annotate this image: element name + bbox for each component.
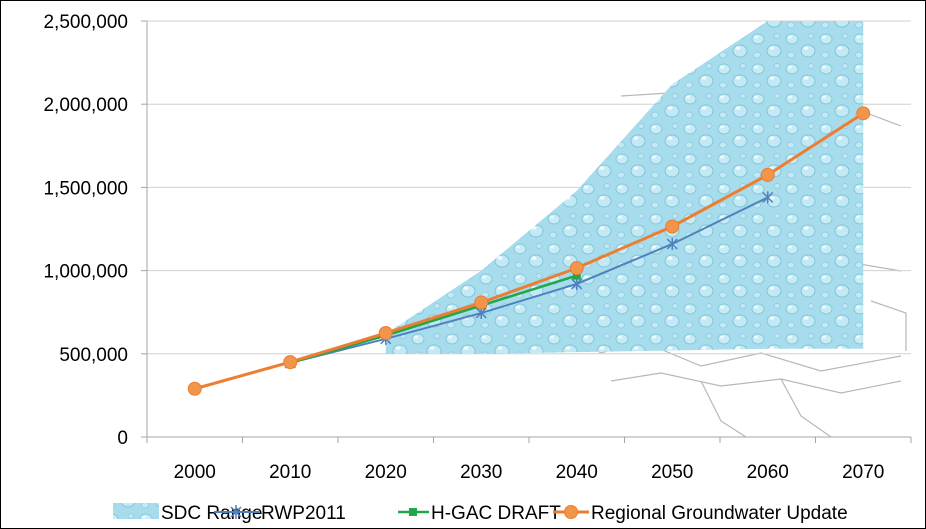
legend-label-h-gac-draft: H-GAC DRAFT [431, 503, 561, 524]
x-tick-label-4: 2040 [556, 462, 598, 483]
data-point-regional-groundwater-update-2010 [283, 355, 298, 370]
data-point-rwp2011-2060 [762, 191, 774, 204]
y-tick-label-1: 500,000 [59, 345, 128, 366]
data-point-regional-groundwater-update-2050 [665, 219, 680, 234]
x-tick-labels: 2000 2010 2020 2030 2040 2050 2060 2070 [174, 462, 885, 483]
sdc-range-area [385, 21, 864, 354]
x-tick-label-3: 2030 [460, 462, 502, 483]
x-tick-label-7: 2070 [842, 462, 884, 483]
map-outline-4 [700, 380, 747, 438]
legend-marker-h-gac-draft [409, 508, 417, 516]
data-point-regional-groundwater-update-2040 [569, 261, 584, 276]
y-tick-label-2: 1,000,000 [43, 262, 128, 283]
data-point-regional-groundwater-update-2030 [474, 295, 489, 310]
x-tick-label-5: 2050 [651, 462, 693, 483]
legend-marker-rwp2011 [230, 505, 242, 519]
map-outline-5 [780, 378, 832, 438]
y-tick-labels: 0 500,000 1,000,000 1,500,000 2,000,000 2,500… [43, 12, 128, 449]
y-tick-label-4: 2,000,000 [43, 95, 128, 116]
sdc-range-band [385, 21, 864, 354]
axes [141, 20, 912, 443]
data-point-regional-groundwater-update-2020 [378, 326, 393, 340]
legend-marker-regional-groundwater-update [564, 505, 578, 519]
y-tick-label-3: 1,500,000 [43, 178, 128, 199]
y-tick-label-5: 2,500,000 [43, 12, 128, 33]
data-point-h-gac-draft-2040 [572, 271, 581, 280]
series-lines [187, 106, 871, 396]
data-point-regional-groundwater-update-2000 [187, 381, 202, 396]
map-outline-3 [560, 330, 902, 372]
series-line-rwp2011 [290, 196, 769, 364]
legend-label-regional-groundwater-update: Regional Groundwater Update [591, 503, 848, 524]
legend-swatch-sdc-range [113, 503, 159, 519]
data-point-rwp2011-2050 [666, 237, 678, 250]
map-outline-8 [870, 300, 907, 351]
legend-label-sdc-range: SDC Range [161, 503, 262, 524]
series-line-regional-groundwater-update [194, 112, 865, 391]
data-point-regional-groundwater-update-2060 [760, 167, 775, 182]
x-tick-label-0: 2000 [174, 462, 216, 483]
y-tick-label-0: 0 [117, 428, 128, 449]
x-tick-label-2: 2020 [365, 462, 407, 483]
map-outline-2 [610, 372, 902, 394]
data-point-regional-groundwater-update-2070 [856, 106, 871, 121]
x-tick-label-1: 2010 [269, 462, 311, 483]
legend: SDC Range RWP2011 H-GAC DRAFT Regional G… [113, 503, 848, 524]
series-line-h-gac-draft [289, 274, 578, 365]
legend-label-rwp2011: RWP2011 [261, 503, 346, 524]
x-tick-label-6: 2060 [747, 462, 789, 483]
data-point-rwp2011-2040 [571, 277, 583, 290]
